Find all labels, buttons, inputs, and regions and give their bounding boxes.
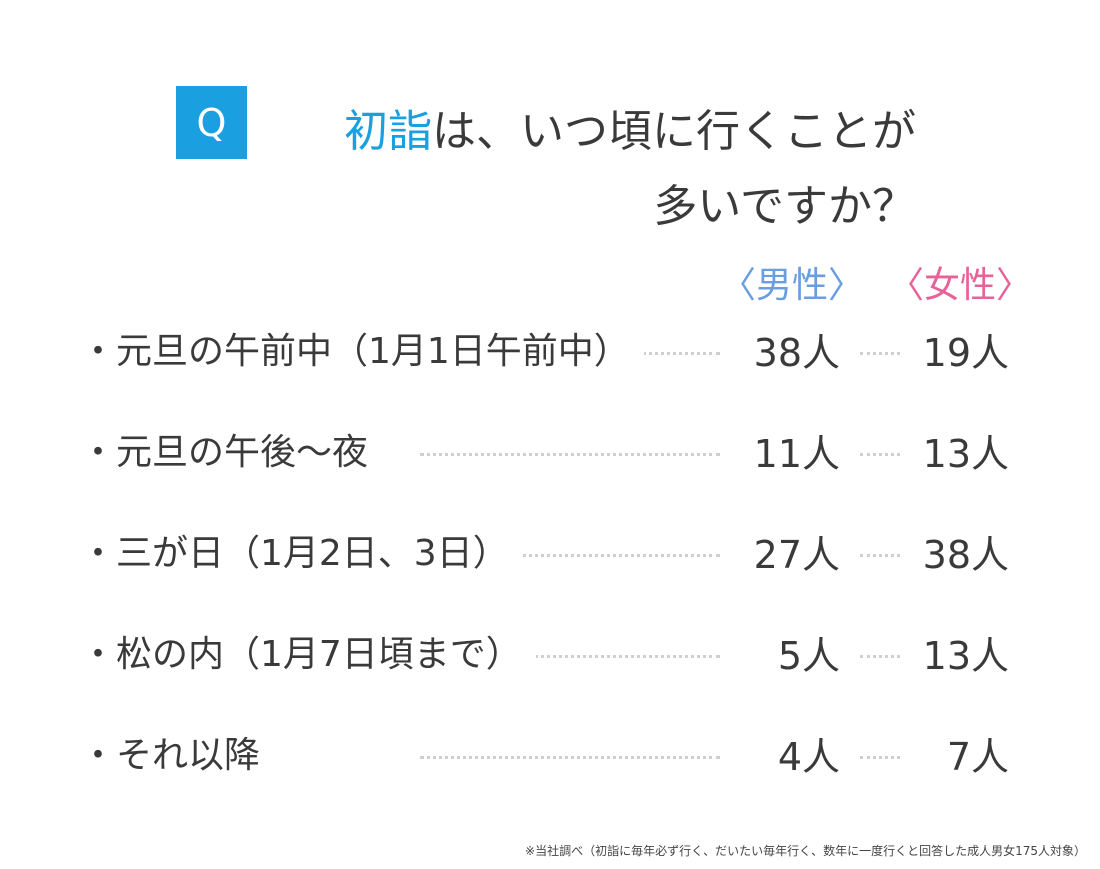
leader-dots — [860, 453, 900, 460]
row-female-count: 7人 — [905, 726, 1009, 781]
leader-dots — [860, 756, 900, 763]
row-male-count: 4人 — [725, 726, 840, 781]
row-female-count: 38人 — [905, 524, 1009, 579]
row-label: ・元旦の午後〜夜 — [80, 423, 383, 475]
row-label: ・松の内（1月7日頃まで） — [80, 625, 536, 677]
row-male-count: 5人 — [725, 625, 840, 680]
question-title-line2: 多いですか？ — [653, 181, 916, 232]
question-title-line1: 初詣は、いつ頃に行くことが — [344, 95, 916, 159]
leader-dots — [420, 453, 720, 460]
leader-dots — [860, 352, 900, 359]
header-female: 〈女性〉 — [888, 265, 1033, 306]
row-male-count: 38人 — [725, 322, 840, 377]
row-female-count: 19人 — [905, 322, 1009, 377]
result-row: ・松の内（1月7日頃まで） 5人 13人 — [80, 625, 1020, 681]
row-male-count: 11人 — [725, 423, 840, 478]
leader-dots — [420, 655, 720, 662]
result-row: ・それ以降 4人 7人 — [80, 726, 1020, 782]
row-label: ・それ以降 — [80, 726, 275, 778]
footnote: ※当社調べ（初詣に毎年必ず行く、だいたい毎年行く、数年に一度行くと回答した成人男… — [525, 844, 1086, 858]
row-male-count: 27人 — [725, 524, 840, 579]
result-row: ・元旦の午前中（1月1日午前中） 38人 19人 — [80, 322, 1020, 378]
leader-dots — [420, 756, 720, 763]
leader-dots — [420, 554, 720, 561]
question-badge: Q — [176, 86, 247, 159]
result-row: ・元旦の午後〜夜 11人 13人 — [80, 423, 1020, 479]
row-label: ・三が日（1月2日、3日） — [80, 524, 523, 576]
question-title-accent: 初詣 — [344, 106, 432, 157]
row-female-count: 13人 — [905, 625, 1009, 680]
row-label: ・元旦の午前中（1月1日午前中） — [80, 322, 644, 374]
row-female-count: 13人 — [905, 423, 1009, 478]
question-title-rest: は、いつ頃に行くことが — [432, 106, 916, 157]
leader-dots — [860, 554, 900, 561]
result-row: ・三が日（1月2日、3日） 27人 38人 — [80, 524, 1020, 580]
header-male: 〈男性〉 — [720, 265, 865, 306]
leader-dots — [860, 655, 900, 662]
